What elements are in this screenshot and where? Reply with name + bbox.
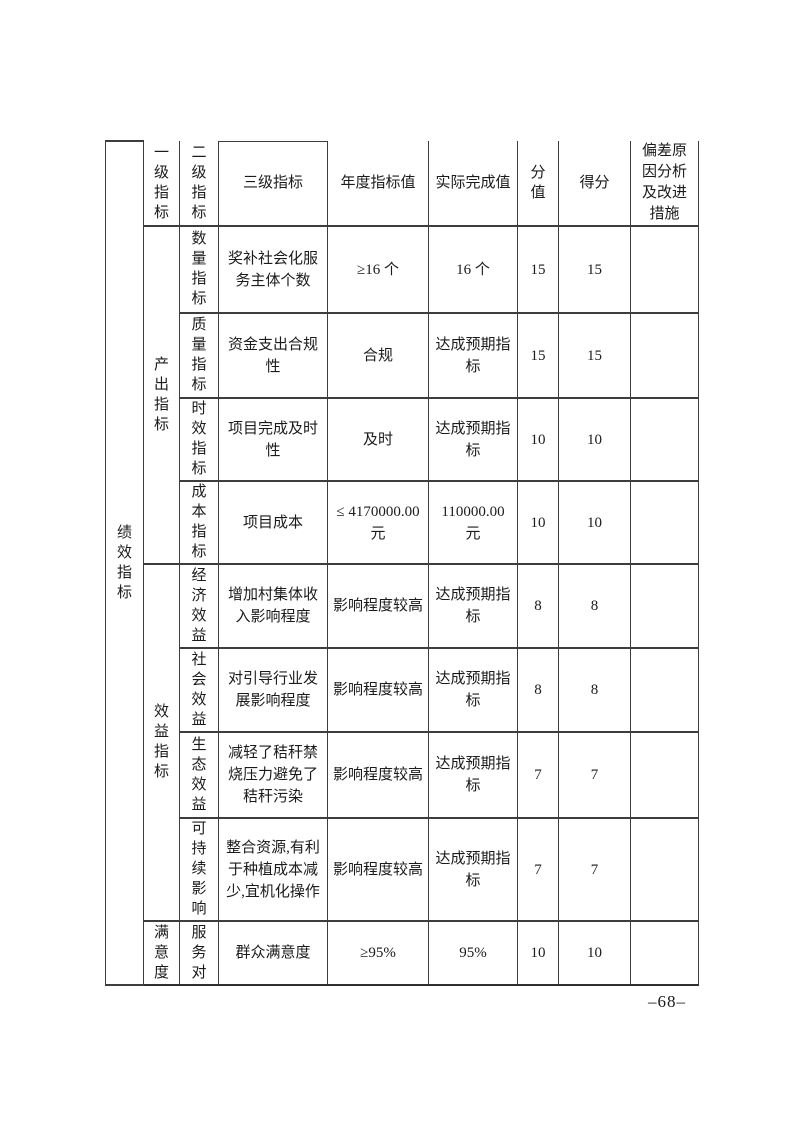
cell-score: 15: [517, 225, 559, 314]
header-level3: 三级指标: [218, 140, 328, 227]
cell-score: 10: [517, 480, 559, 565]
cell-level2: 经济效益: [179, 563, 219, 649]
cell-indicator: 增加村集体收入影响程度: [218, 563, 328, 649]
cell-annual-target: ≥95%: [327, 920, 429, 986]
cell-deviation: [630, 563, 699, 649]
cell-indicator: 整合资源,有利于种植成本减少,宜机化操作: [218, 817, 328, 922]
table-row: 质量指标 资金支出合规性 合规 达成预期指标 15 15: [106, 312, 699, 399]
table-row: 成本指标 项目成本 ≤ 4170000.00 元 110000.00 元 10 …: [106, 480, 699, 565]
level1-value-text: 绩效指标: [116, 524, 132, 601]
table-row: 满意度 服务对 群众满意度 ≥95% 95% 10 10: [106, 920, 699, 986]
cell-score: 15: [517, 312, 559, 399]
table-row: 可持续影响 整合资源,有利于种植成本减少,宜机化操作 影响程度较高 达成预期指标…: [106, 817, 699, 922]
cell-indicator: 资金支出合规性: [218, 312, 328, 399]
cell-actual: 16 个: [428, 225, 518, 314]
table-row: 效益指标 经济效益 增加村集体收入影响程度 影响程度较高 达成预期指标 8 8: [106, 563, 699, 922]
cell-level2: 可持续影响: [179, 817, 219, 922]
cell-earned: 7: [558, 731, 631, 819]
cell-indicator: 群众满意度: [218, 920, 328, 986]
cell-annual-target: 合规: [327, 312, 429, 399]
cell-earned: 10: [558, 480, 631, 565]
cell-level2: 数量指标: [179, 225, 219, 314]
page-number: –68–: [648, 992, 686, 1011]
cell-indicator: 项目成本: [218, 480, 328, 565]
cell-earned: 10: [558, 920, 631, 986]
cell-score: 8: [517, 563, 559, 649]
cell-annual-target: ≤ 4170000.00 元: [327, 480, 429, 565]
cell-actual: 达成预期指标: [428, 397, 518, 482]
cell-score: 7: [517, 817, 559, 922]
cell-section-satisfaction: 满意度: [143, 920, 180, 986]
cell-level2: 成本指标: [179, 480, 219, 565]
cell-deviation: [630, 920, 699, 986]
cell-score: 7: [517, 731, 559, 819]
cell-earned: 10: [558, 397, 631, 482]
cell-indicator: 减轻了秸秆禁烧压力避免了秸秆污染: [218, 731, 328, 819]
cell-deviation: [630, 312, 699, 399]
cell-indicator: 奖补社会化服务主体个数: [218, 225, 328, 314]
cell-annual-target: 及时: [327, 397, 429, 482]
cell-section-output: 产出指标: [143, 225, 180, 565]
table-row: 生态效益 减轻了秸秆禁烧压力避免了秸秆污染 影响程度较高 达成预期指标 7 7: [106, 731, 699, 819]
cell-section-benefit: 效益指标: [143, 563, 180, 922]
header-level2: 二级指标: [179, 141, 219, 227]
cell-earned: 8: [558, 563, 631, 649]
table-header-row: 绩效指标 一级指标 二级指标 三级指标 年度指标值 实际完成值 分值 得分 偏差…: [105, 140, 699, 986]
header-deviation: 偏差原因分析及改进措施: [630, 141, 699, 227]
table-row: 产出指标 数量指标 奖补社会化服务主体个数 ≥16 个 16 个 15 15: [106, 225, 699, 565]
cell-deviation: [630, 817, 699, 922]
cell-annual-target: 影响程度较高: [327, 647, 429, 733]
cell-score: 10: [517, 397, 559, 482]
cell-actual: 达成预期指标: [428, 563, 518, 649]
cell-score: 10: [517, 920, 559, 986]
cell-earned: 15: [558, 225, 631, 314]
cell-annual-target: 影响程度较高: [327, 563, 429, 649]
cell-level2: 质量指标: [179, 312, 219, 399]
table-row: 社会效益 对引导行业发展影响程度 影响程度较高 达成预期指标 8 8: [106, 647, 699, 733]
cell-level2: 服务对: [179, 920, 219, 986]
header-annual-target: 年度指标值: [327, 141, 429, 227]
cell-actual: 达成预期指标: [428, 647, 518, 733]
cell-deviation: [630, 225, 699, 314]
cell-earned: 15: [558, 312, 631, 399]
cell-score: 8: [517, 647, 559, 733]
cell-level2: 社会效益: [179, 647, 219, 733]
cell-annual-target: 影响程度较高: [327, 731, 429, 819]
cell-actual: 95%: [428, 920, 518, 986]
cell-annual-target: 影响程度较高: [327, 817, 429, 922]
cell-actual: 达成预期指标: [428, 817, 518, 922]
cell-actual: 110000.00 元: [428, 480, 518, 565]
header-earned: 得分: [558, 141, 631, 227]
cell-level2: 时效指标: [179, 397, 219, 482]
table-row: 时效指标 项目完成及时性 及时 达成预期指标 10 10: [106, 397, 699, 482]
cell-indicator: 对引导行业发展影响程度: [218, 647, 328, 733]
header-level1: 一级指标: [143, 141, 180, 227]
cell-actual: 达成预期指标: [428, 312, 518, 399]
cell-deviation: [630, 647, 699, 733]
cell-indicator: 项目完成及时性: [218, 397, 328, 482]
header-actual: 实际完成值: [428, 141, 518, 227]
cell-annual-target: ≥16 个: [327, 225, 429, 314]
performance-indicator-table: 绩效指标 一级指标 二级指标 三级指标 年度指标值 实际完成值 分值 得分 偏差…: [105, 140, 699, 986]
cell-deviation: [630, 731, 699, 819]
cell-actual: 达成预期指标: [428, 731, 518, 819]
cell-earned: 7: [558, 817, 631, 922]
cell-earned: 8: [558, 647, 631, 733]
cell-level1-value: 绩效指标: [105, 140, 144, 986]
cell-level2: 生态效益: [179, 731, 219, 819]
cell-deviation: [630, 397, 699, 482]
cell-deviation: [630, 480, 699, 565]
header-score: 分值: [517, 141, 559, 227]
